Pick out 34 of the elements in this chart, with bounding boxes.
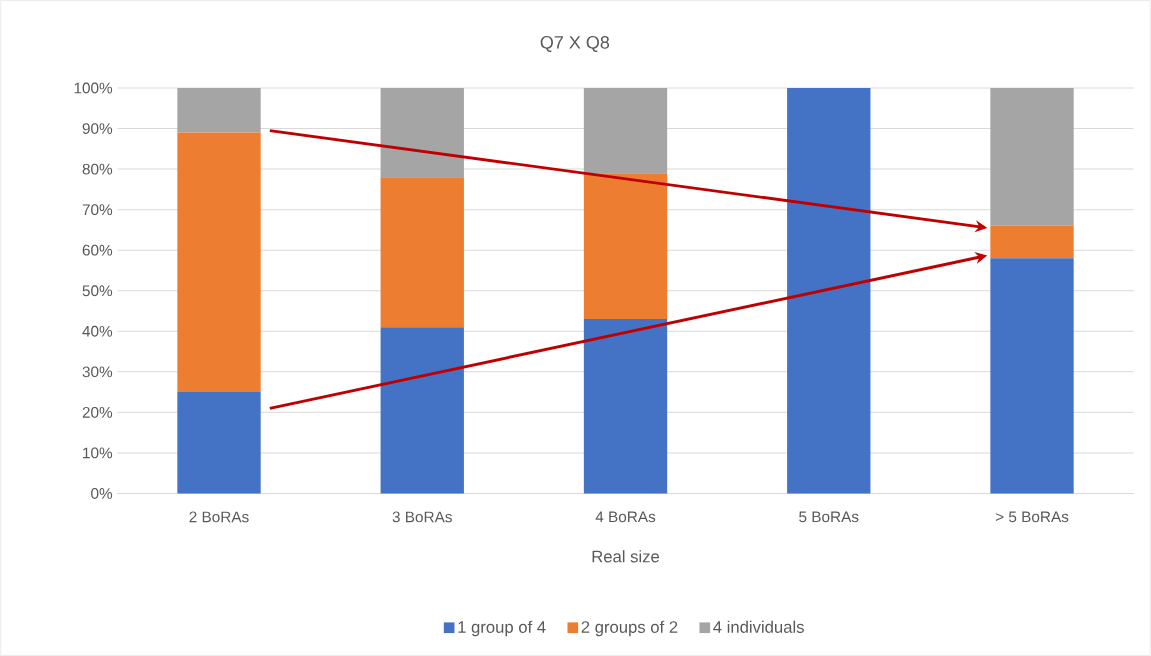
bar (583, 87, 668, 174)
x-tick-label: 2 BoRAs (189, 511, 249, 523)
bar (380, 87, 464, 178)
chart-title: Q7 X Q8 (540, 35, 610, 52)
y-tick-label: 20% (82, 406, 113, 418)
x-tick-label: 4 BoRAs (595, 511, 656, 523)
y-tick-label: 30% (82, 366, 113, 378)
legend-label: 4 individuals (713, 620, 804, 633)
bar (177, 392, 261, 494)
y-tick-label: 40% (82, 325, 113, 337)
legend-label: 2 groups of 2 (581, 620, 678, 637)
bar (380, 177, 464, 328)
y-tick-label: 10% (83, 447, 113, 459)
x-tick-label: > 5 BoRAs (995, 511, 1069, 523)
y-tick-label: 90% (82, 123, 113, 134)
bar (177, 87, 261, 133)
x-tick-label: 3 BoRAs (392, 511, 452, 523)
bar (583, 319, 668, 494)
bar (787, 87, 871, 494)
bar (990, 87, 1074, 226)
x-tick-label: 5 BoRAs (799, 511, 859, 523)
bar (990, 225, 1074, 259)
y-tick-label: 0% (91, 487, 113, 499)
y-tick-label: 60% (82, 244, 113, 256)
bar (990, 258, 1074, 494)
x-axis-title: Real size (592, 550, 660, 563)
legend-label: 1 group of 4 (458, 620, 546, 637)
bar (583, 173, 668, 320)
y-tick-label: 100% (74, 82, 113, 94)
bar (177, 132, 261, 393)
y-tick-label: 80% (82, 163, 113, 175)
bar (380, 327, 464, 494)
y-tick-label: 70% (82, 204, 113, 215)
y-tick-label: 50% (82, 285, 113, 297)
